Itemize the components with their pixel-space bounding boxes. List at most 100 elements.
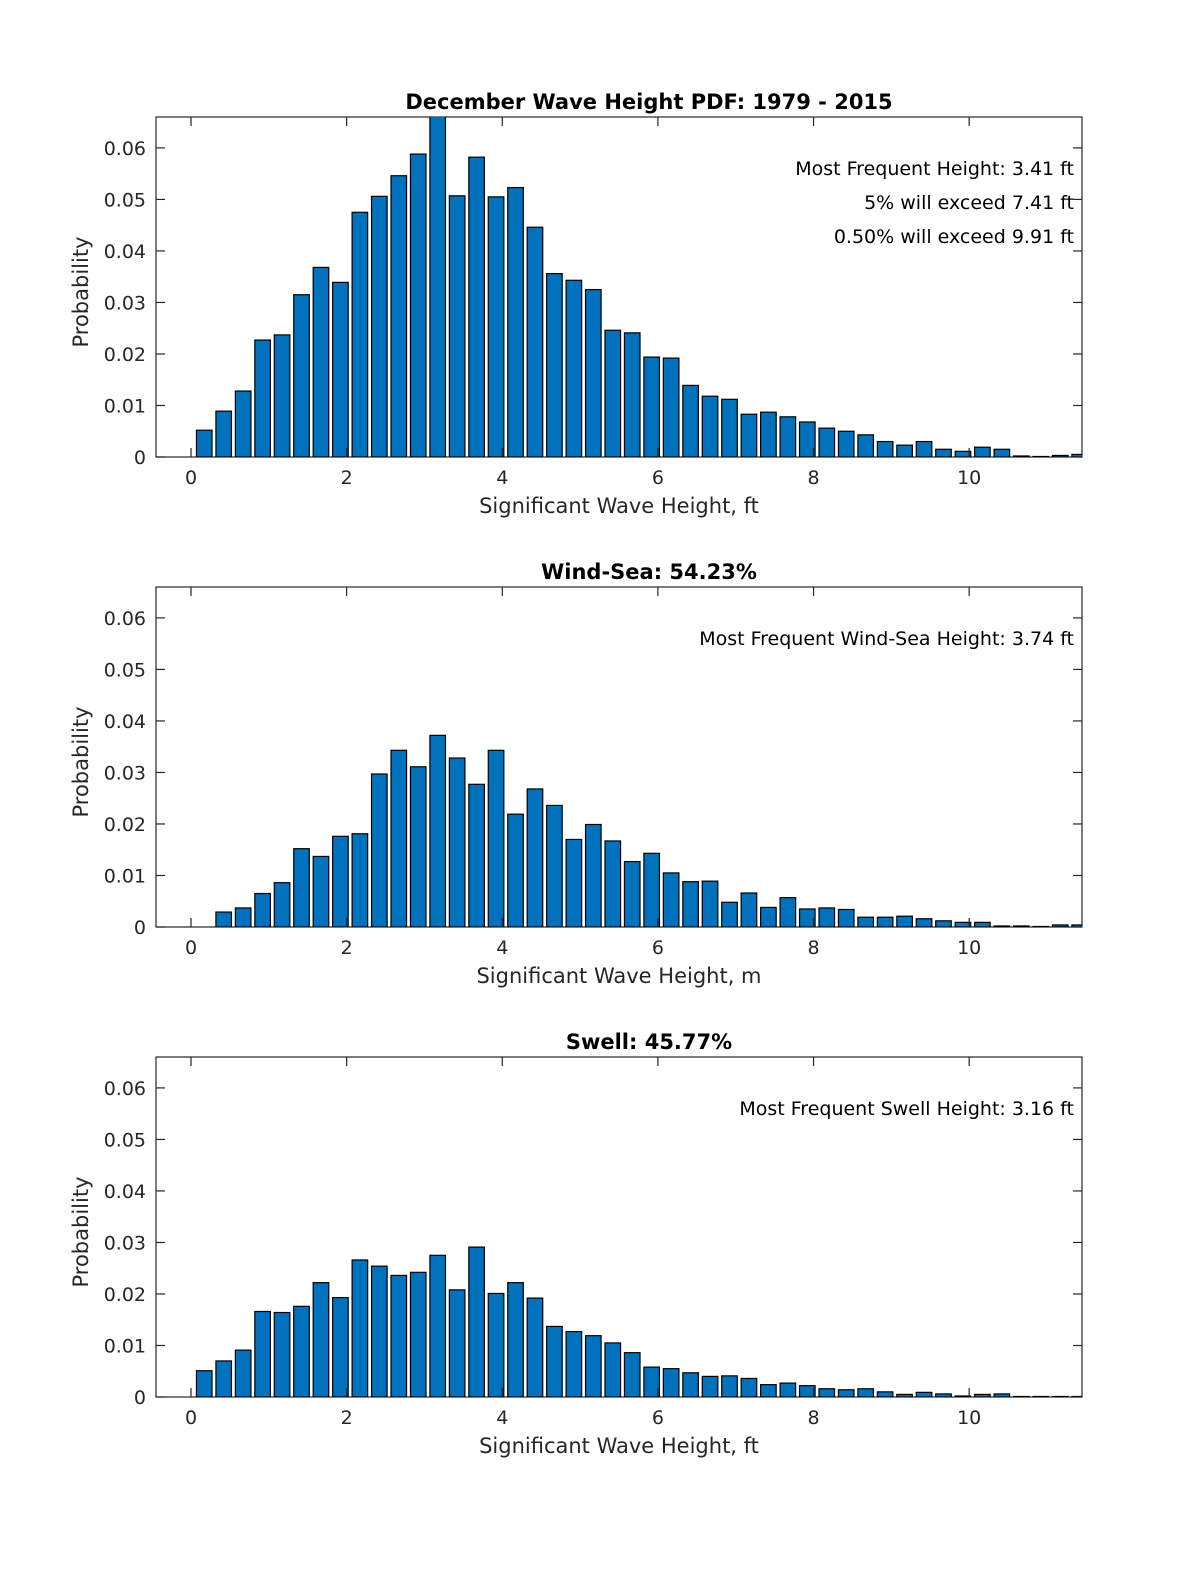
- bar: [798, 421, 816, 457]
- bar: [468, 1246, 485, 1397]
- x-tick-label: 10: [957, 1407, 981, 1429]
- bar: [312, 855, 330, 927]
- x-tick-label: 4: [496, 467, 508, 489]
- bar: [370, 195, 388, 457]
- bar: [721, 1375, 738, 1397]
- y-tick-label: 0.02: [104, 814, 146, 836]
- bar: [293, 848, 310, 927]
- bar: [332, 1296, 349, 1397]
- x-tick-label: 0: [185, 1407, 197, 1429]
- bar: [740, 1377, 758, 1397]
- bar: [876, 1391, 894, 1397]
- x-tick-label: 8: [807, 1407, 819, 1429]
- bar: [332, 281, 349, 457]
- bar: [1051, 454, 1069, 457]
- bar: [565, 1330, 583, 1397]
- y-tick-label: 0: [134, 447, 146, 469]
- bar: [468, 783, 485, 927]
- bar: [312, 266, 330, 457]
- y-tick-label: 0: [134, 917, 146, 939]
- chart-panel-1: 0 2 4 6 8 10 0 0.01 0.02 0.03 0.04 0.05 0.06 December…: [69, 90, 1083, 518]
- y-tick-label: 0.06: [104, 608, 146, 630]
- x-tick-label: 6: [652, 1407, 664, 1429]
- bar: [546, 804, 563, 927]
- bar: [721, 398, 738, 457]
- bar-series: [195, 117, 1082, 457]
- bar: [584, 823, 602, 927]
- bar: [293, 294, 310, 457]
- y-tick-label: 0.02: [104, 344, 146, 366]
- bar: [195, 429, 213, 457]
- x-tick-label: 4: [496, 1407, 508, 1429]
- bar: [1012, 455, 1030, 457]
- bar: [993, 448, 1011, 457]
- bar: [818, 907, 836, 927]
- x-tick-label: 2: [341, 1407, 353, 1429]
- bar: [935, 920, 952, 927]
- x-tick-label: 4: [496, 937, 508, 959]
- bar: [351, 211, 369, 457]
- bar: [370, 1265, 388, 1397]
- plot-area: [155, 1056, 1083, 1398]
- bar-series: [215, 734, 1082, 927]
- y-tick-label: 0.02: [104, 1284, 146, 1306]
- bar: [818, 427, 836, 457]
- bar: [604, 840, 622, 927]
- bar: [837, 1389, 855, 1397]
- y-axis-label: Probability: [69, 1176, 93, 1287]
- bar: [215, 1360, 233, 1397]
- bar: [487, 196, 505, 457]
- bar: [487, 1292, 505, 1397]
- bar: [974, 1393, 991, 1397]
- bar: [234, 907, 252, 927]
- x-tick-label: 10: [957, 467, 981, 489]
- bar: [701, 880, 719, 927]
- bar: [526, 226, 544, 457]
- bar: [429, 1254, 447, 1397]
- bar: [857, 434, 875, 457]
- bar: [312, 1282, 330, 1397]
- bar: [390, 1274, 408, 1397]
- bar: [643, 1366, 661, 1397]
- y-tick-label: 0.04: [104, 241, 146, 263]
- x-axis-label: Significant Wave Height, ft: [479, 1434, 759, 1458]
- x-tick-label: 0: [185, 467, 197, 489]
- bar: [993, 925, 1011, 927]
- bar: [662, 872, 680, 927]
- y-tick-label: 0.04: [104, 1181, 146, 1203]
- annotation-text: Most Frequent Wind-Sea Height: 3.74 ft: [699, 628, 1074, 650]
- bar: [974, 921, 991, 927]
- bar: [701, 395, 719, 457]
- bar: [351, 833, 369, 927]
- bar: [643, 356, 661, 457]
- bar: [818, 1388, 836, 1397]
- bar: [896, 1393, 913, 1397]
- bar: [740, 892, 758, 927]
- x-tick-label: 2: [341, 937, 353, 959]
- bar: [390, 749, 408, 927]
- bar: [254, 892, 271, 927]
- bar: [293, 1305, 310, 1397]
- bar: [526, 788, 544, 927]
- bar: [760, 411, 777, 457]
- annotation-text: Most Frequent Height: 3.41 ft: [795, 158, 1074, 180]
- bar: [915, 1391, 933, 1397]
- bar: [760, 1384, 777, 1397]
- bar: [584, 1335, 602, 1397]
- y-tick-label: 0: [134, 1387, 146, 1409]
- bar: [623, 332, 641, 457]
- bar: [215, 911, 233, 927]
- bar: [429, 734, 447, 927]
- x-tick-label: 6: [652, 937, 664, 959]
- bar: [662, 1368, 680, 1397]
- bar: [779, 1382, 797, 1397]
- bar: [409, 1271, 427, 1397]
- x-tick-label: 8: [807, 937, 819, 959]
- bar: [370, 773, 388, 927]
- x-tick-label: 2: [341, 467, 353, 489]
- bar: [974, 446, 991, 457]
- bar: [935, 448, 952, 457]
- bar: [837, 430, 855, 457]
- bar: [215, 410, 233, 457]
- bar: [234, 390, 252, 457]
